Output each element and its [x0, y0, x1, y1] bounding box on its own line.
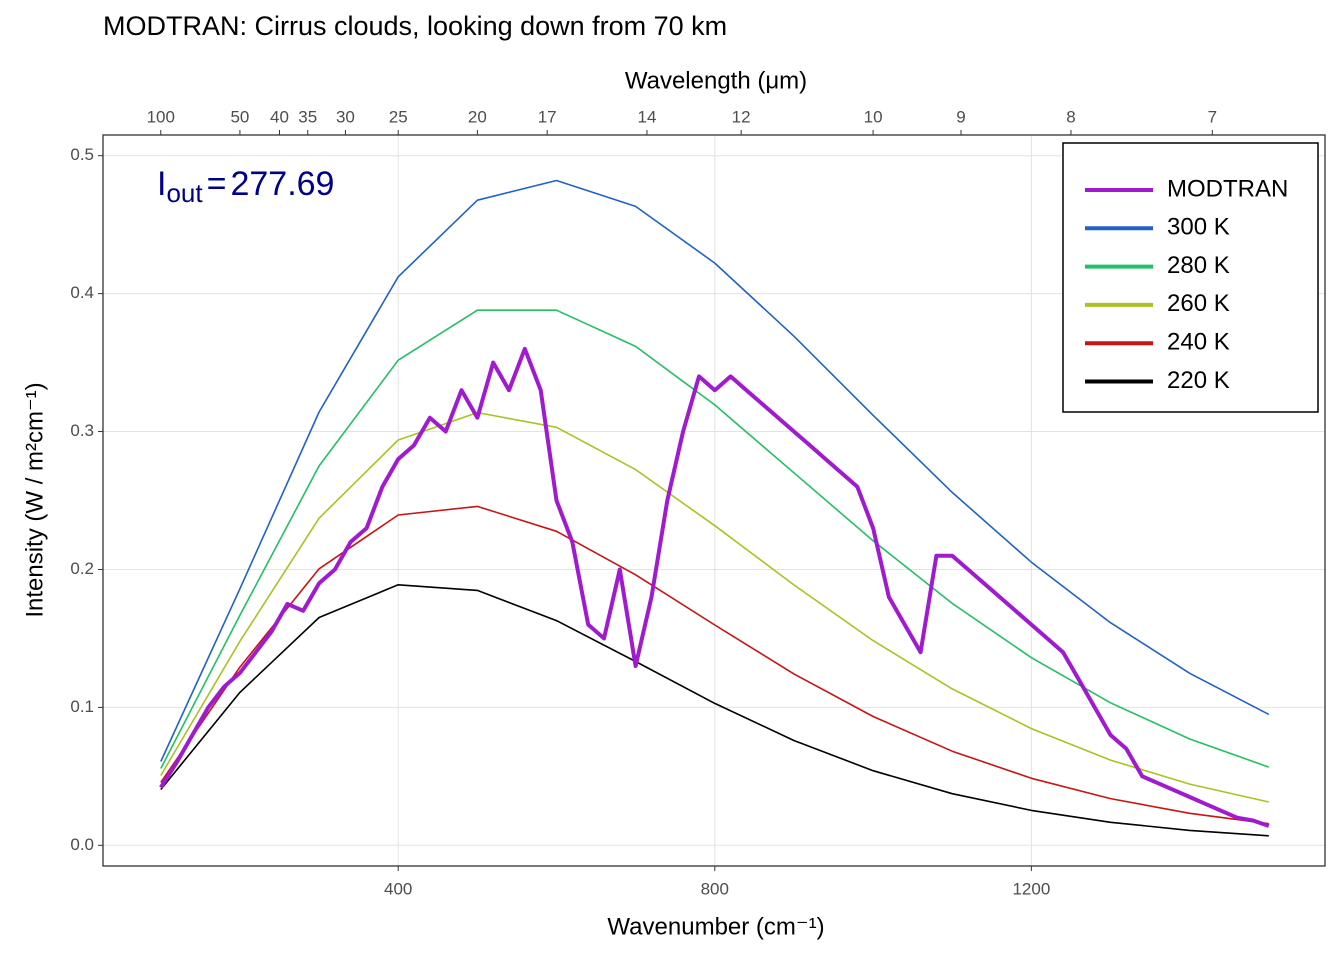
legend-box: [1062, 142, 1319, 413]
x2-tick-label: 14: [638, 107, 657, 126]
x2-tick-label: 12: [732, 107, 751, 126]
x2-tick-label: 30: [336, 107, 355, 126]
x2-tick-label: 50: [230, 107, 249, 126]
x-axis-title: Wavenumber (cm⁻¹): [607, 913, 824, 940]
chart-title: MODTRAN: Cirrus clouds, looking down fro…: [103, 11, 727, 41]
annotation-part: out: [166, 178, 203, 208]
x-tick-label: 800: [701, 879, 729, 898]
series-line: [160, 179, 1270, 762]
annotation-part: =: [207, 165, 227, 203]
x2-tick-label: 9: [956, 107, 965, 126]
annotation-part: 277.69: [230, 165, 334, 203]
y-tick-label: 0.5: [70, 145, 94, 164]
legend-label: 280 K: [1167, 252, 1230, 279]
x2-tick-label: 8: [1066, 107, 1075, 126]
x2-tick-label: 100: [147, 107, 175, 126]
legend-label: 300 K: [1167, 214, 1230, 241]
y-tick-label: 0.4: [70, 283, 94, 302]
annotation-part: I: [157, 165, 166, 203]
plot-border: [102, 134, 1326, 867]
x2-axis-title: Wavelength (μm): [625, 67, 807, 94]
x-tick-label: 1200: [1012, 879, 1050, 898]
y-tick-label: 0.0: [70, 835, 94, 854]
y-tick-label: 0.1: [70, 697, 94, 716]
x2-tick-label: 10: [864, 107, 883, 126]
legend-label: MODTRAN: [1167, 175, 1288, 202]
legend-label: 260 K: [1167, 290, 1230, 317]
legend-label: 240 K: [1167, 329, 1230, 356]
x2-tick-label: 7: [1208, 107, 1217, 126]
series-line: [159, 346, 1270, 828]
y-tick-label: 0.3: [70, 421, 94, 440]
legend-label: 220 K: [1167, 367, 1230, 394]
x2-tick-label: 17: [538, 107, 557, 126]
x2-tick-label: 25: [389, 107, 408, 126]
x2-tick-label: 20: [468, 107, 487, 126]
series-line: [160, 411, 1269, 803]
x2-tick-label: 40: [270, 107, 289, 126]
y-axis-title: Intensity (W / m²cm⁻¹): [21, 382, 48, 617]
y-tick-label: 0.2: [70, 559, 94, 578]
annotation: Iout = 277.69: [157, 165, 334, 208]
x-tick-label: 400: [384, 879, 412, 898]
x2-tick-label: 35: [298, 107, 317, 126]
series-line: [160, 584, 1269, 837]
